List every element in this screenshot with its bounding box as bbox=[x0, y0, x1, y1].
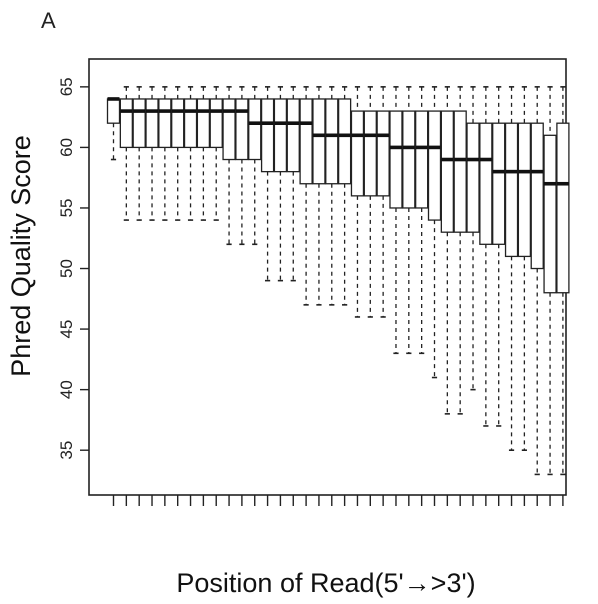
box-position-34 bbox=[530, 86, 544, 476]
iqr-box bbox=[325, 98, 339, 185]
iqr-box bbox=[209, 98, 223, 149]
iqr-box bbox=[530, 122, 544, 270]
y-tick-label: 55 bbox=[57, 199, 76, 218]
box-position-31 bbox=[492, 86, 506, 427]
box-position-16 bbox=[299, 86, 313, 306]
iqr-box bbox=[440, 110, 454, 233]
y-tick-label: 40 bbox=[57, 380, 76, 399]
iqr-box bbox=[273, 98, 288, 173]
box-position-1 bbox=[106, 97, 121, 161]
box-position-5 bbox=[158, 86, 172, 221]
box-position-22 bbox=[376, 86, 390, 318]
box-position-26 bbox=[427, 86, 442, 379]
box-position-15 bbox=[286, 86, 300, 282]
box-position-28 bbox=[453, 86, 467, 415]
y-tick-label: 65 bbox=[57, 77, 76, 96]
iqr-box bbox=[466, 122, 480, 233]
box-position-36 bbox=[556, 86, 570, 476]
iqr-box bbox=[286, 98, 300, 173]
box-position-29 bbox=[466, 86, 480, 391]
box-position-20 bbox=[350, 86, 365, 318]
iqr-box bbox=[196, 98, 211, 149]
iqr-box bbox=[183, 98, 198, 149]
iqr-box bbox=[543, 134, 557, 294]
iqr-box bbox=[158, 98, 172, 149]
iqr-box bbox=[427, 110, 442, 221]
y-tick-label: 50 bbox=[57, 259, 76, 278]
iqr-box bbox=[312, 98, 326, 185]
box-position-14 bbox=[273, 86, 288, 282]
iqr-box bbox=[337, 98, 352, 185]
iqr-box bbox=[222, 98, 236, 161]
box-position-9 bbox=[209, 86, 223, 221]
box-position-2 bbox=[119, 86, 133, 221]
box-position-35 bbox=[543, 86, 557, 476]
iqr-box bbox=[248, 98, 262, 161]
box-position-18 bbox=[325, 86, 339, 306]
iqr-box bbox=[106, 98, 121, 124]
iqr-box bbox=[235, 98, 249, 161]
iqr-box bbox=[389, 110, 403, 209]
box-position-33 bbox=[517, 86, 532, 451]
iqr-box bbox=[556, 122, 570, 294]
box-position-17 bbox=[312, 86, 326, 306]
iqr-box bbox=[260, 98, 275, 173]
box-position-24 bbox=[402, 86, 416, 355]
iqr-box bbox=[504, 122, 519, 258]
box-position-25 bbox=[415, 86, 429, 355]
iqr-box bbox=[171, 98, 185, 149]
box-position-3 bbox=[132, 86, 146, 221]
y-tick-label: 45 bbox=[57, 320, 76, 339]
box-position-7 bbox=[183, 86, 198, 221]
box-position-11 bbox=[235, 86, 249, 246]
iqr-box bbox=[145, 98, 159, 149]
iqr-box bbox=[350, 110, 365, 197]
x-axis-title: Position of Read(5'→>3') bbox=[176, 568, 475, 598]
box-position-19 bbox=[337, 86, 352, 306]
iqr-box bbox=[376, 110, 390, 197]
iqr-box bbox=[492, 122, 506, 245]
box-position-4 bbox=[145, 86, 159, 221]
y-axis: 35 40 45 50 55 60 65 bbox=[57, 77, 89, 460]
iqr-box bbox=[363, 110, 377, 197]
panel-label: A bbox=[41, 8, 56, 33]
iqr-box bbox=[517, 122, 532, 258]
boxes-group bbox=[106, 86, 570, 476]
box-position-10 bbox=[222, 86, 236, 246]
box-position-13 bbox=[260, 86, 275, 282]
iqr-box bbox=[402, 110, 416, 209]
box-position-23 bbox=[389, 86, 403, 355]
box-position-12 bbox=[248, 86, 262, 246]
box-position-21 bbox=[363, 86, 377, 318]
iqr-box bbox=[132, 98, 146, 149]
x-axis bbox=[112, 495, 564, 506]
iqr-box bbox=[453, 110, 467, 233]
iqr-box bbox=[479, 122, 493, 245]
box-position-27 bbox=[440, 86, 454, 415]
y-tick-label: 60 bbox=[57, 138, 76, 157]
iqr-box bbox=[299, 98, 313, 185]
box-position-32 bbox=[504, 86, 519, 451]
box-position-6 bbox=[171, 86, 185, 221]
y-axis-title: Phred Quality Score bbox=[6, 135, 36, 377]
box-position-30 bbox=[479, 86, 493, 427]
y-tick-label: 35 bbox=[57, 441, 76, 460]
iqr-box bbox=[119, 98, 133, 149]
box-position-8 bbox=[196, 86, 211, 221]
iqr-box bbox=[415, 110, 429, 209]
